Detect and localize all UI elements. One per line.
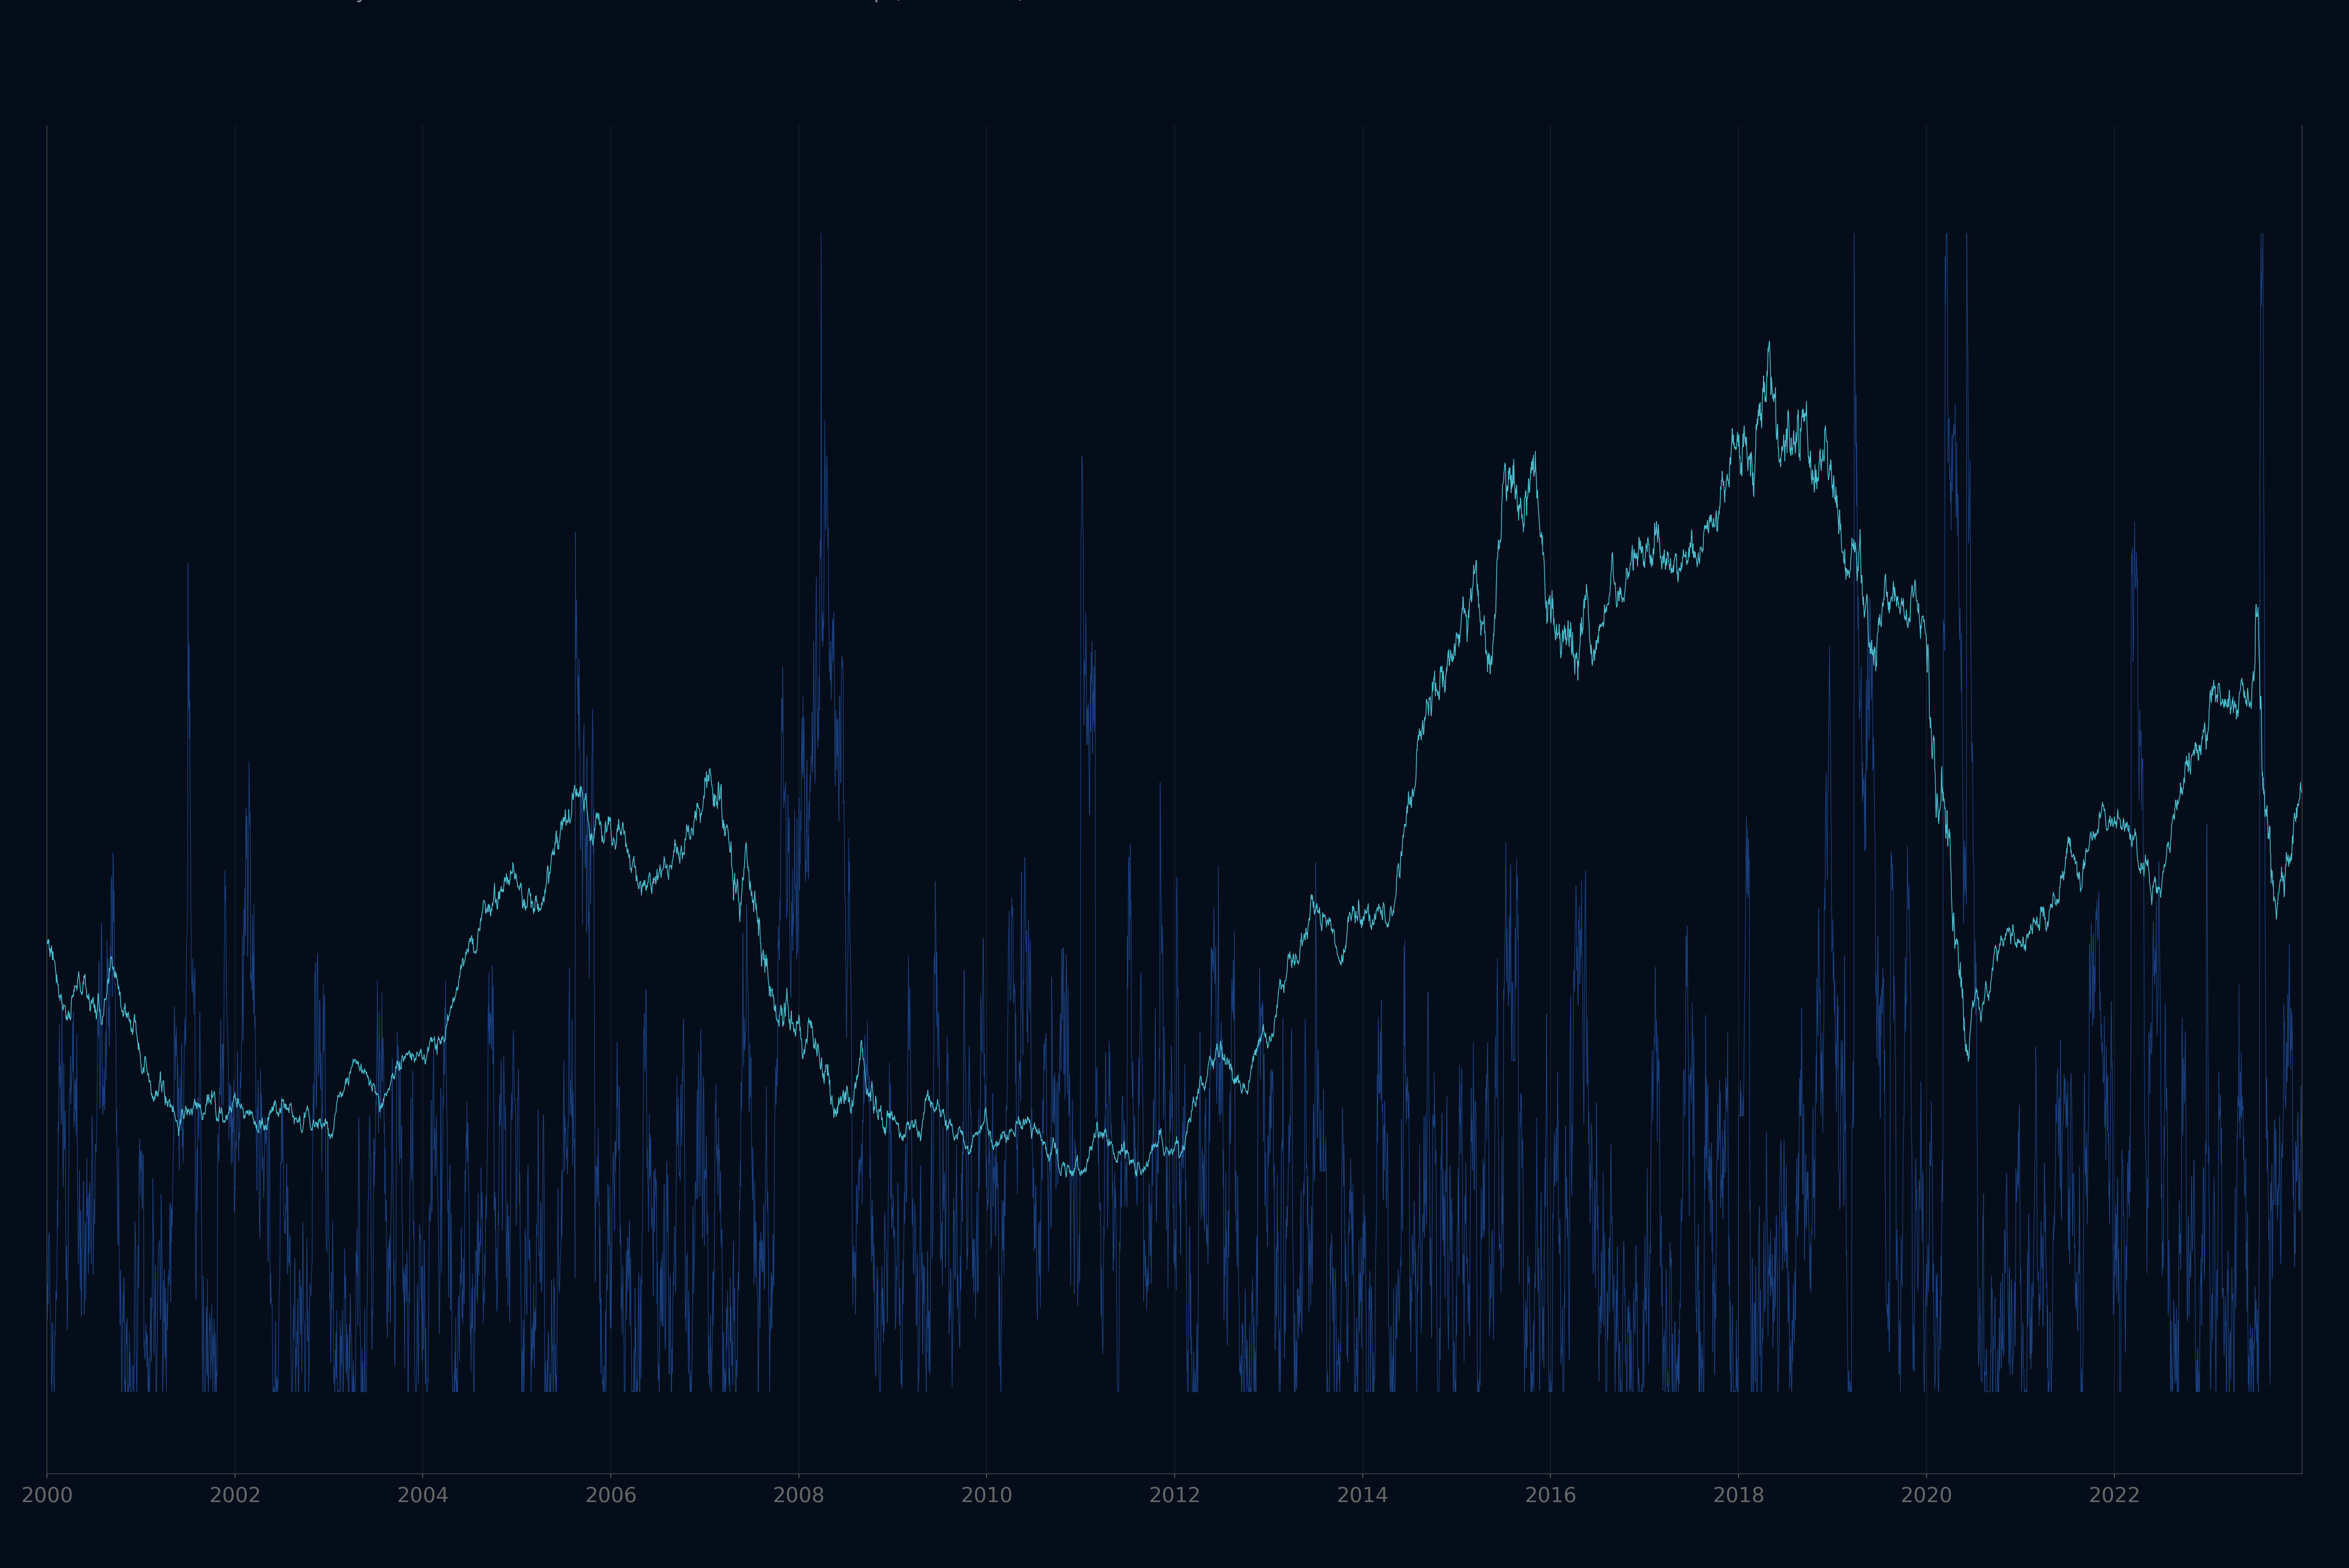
Legend: Nikkei Volatility Index, Nikkei 225 Market Cap (USD Trillion): Nikkei Volatility Index, Nikkei 225 Mark…	[80, 0, 1034, 11]
